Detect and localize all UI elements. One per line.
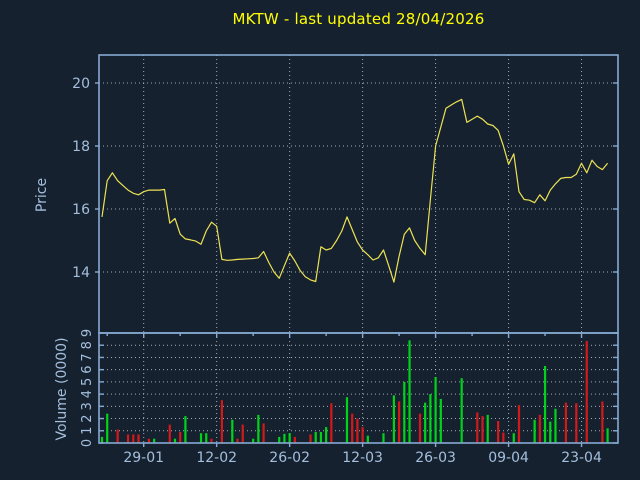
volume-tick-label: 8 (80, 341, 95, 349)
volume-bar (168, 424, 171, 443)
volume-bar (173, 438, 177, 443)
volume-tick-label: 0 (80, 439, 95, 447)
volume-tick-label: 2 (80, 414, 95, 422)
volume-bar (434, 377, 437, 443)
date-tick-label: 29-01 (123, 450, 164, 466)
volume-tick-label: 9 (80, 329, 95, 337)
chart-title: MKTW - last updated 28/04/2026 (232, 10, 485, 28)
volume-bar (497, 421, 500, 443)
volume-bar (460, 378, 463, 443)
volume-bar (147, 438, 151, 443)
volume-bar (439, 399, 442, 443)
price-tick-label: 16 (72, 202, 90, 218)
volume-panel-frame (98, 332, 619, 444)
volume-bar (106, 413, 109, 443)
volume-bar (429, 394, 432, 443)
volume-bar (512, 433, 515, 443)
price-tick-label: 20 (72, 76, 90, 92)
price-tick-label: 18 (72, 139, 90, 155)
volume-tick-label: 1 (80, 427, 95, 435)
volume-bar (408, 340, 411, 443)
volume-bar (231, 419, 234, 443)
volume-bar (543, 366, 547, 443)
volume-bar (262, 423, 265, 443)
volume-bar (398, 401, 401, 443)
volume-bar (538, 414, 541, 443)
volume-bar (382, 433, 385, 443)
volume-bar (424, 402, 427, 443)
volume-bar (100, 436, 104, 443)
volume-bar (351, 413, 354, 443)
date-tick-label: 12-02 (196, 450, 237, 466)
volume-bar (502, 432, 505, 443)
volume-bar (564, 402, 568, 443)
volume-bar (126, 434, 130, 443)
volume-bar (153, 438, 156, 443)
volume-bar (309, 434, 312, 443)
price-tick-label: 14 (72, 265, 90, 281)
date-tick-label: 09-04 (488, 450, 529, 466)
volume-bar (199, 433, 203, 443)
volume-bar (476, 412, 479, 443)
volume-bar (606, 428, 609, 443)
volume-bar (184, 416, 187, 443)
price-panel-frame (98, 54, 619, 334)
volume-bar (418, 413, 422, 443)
volume-bar (220, 400, 223, 443)
volume-bar (288, 433, 291, 443)
volume-bar (293, 436, 296, 443)
volume-bar (132, 434, 135, 443)
volume-bar (330, 403, 333, 443)
volume-tick-label: 5 (80, 378, 95, 386)
volume-bar (278, 436, 281, 443)
volume-bar (361, 427, 364, 443)
volume-tick-label: 6 (80, 366, 95, 374)
volume-bar (575, 403, 578, 443)
volume-bar (601, 401, 604, 443)
volume-bar (319, 432, 323, 443)
volume-bar (554, 408, 557, 443)
volume-bar (549, 421, 552, 443)
volume-bar (241, 424, 244, 443)
volume-bar (179, 432, 182, 443)
volume-bar (210, 438, 213, 443)
volume-bar (257, 414, 260, 443)
volume-bar (283, 433, 286, 443)
volume-bar (533, 419, 536, 443)
volume-bar (366, 435, 369, 443)
volume-bar (137, 434, 140, 443)
volume-bar (585, 340, 588, 443)
date-tick-label: 26-03 (415, 450, 456, 466)
volume-bar (252, 438, 255, 443)
price-line (101, 98, 609, 283)
volume-bar (403, 381, 406, 443)
volume-tick-label: 3 (80, 402, 95, 410)
volume-tick-label: 7 (80, 353, 95, 361)
volume-bar (517, 405, 521, 443)
volume-bar (345, 397, 349, 443)
volume-bar (486, 414, 489, 443)
volume-bar (356, 418, 359, 443)
volume-tick-label: 4 (80, 390, 95, 398)
date-tick-label: 26-02 (269, 450, 310, 466)
volume-bar (116, 429, 119, 443)
volume-bar (314, 432, 317, 443)
volume-bar (481, 416, 484, 443)
volume-bar (392, 395, 395, 443)
volume-bar (236, 438, 239, 443)
date-tick-label: 23-04 (561, 450, 602, 466)
date-tick-label: 12-03 (342, 450, 383, 466)
volume-bar (205, 433, 208, 443)
volume-bar (325, 427, 328, 443)
